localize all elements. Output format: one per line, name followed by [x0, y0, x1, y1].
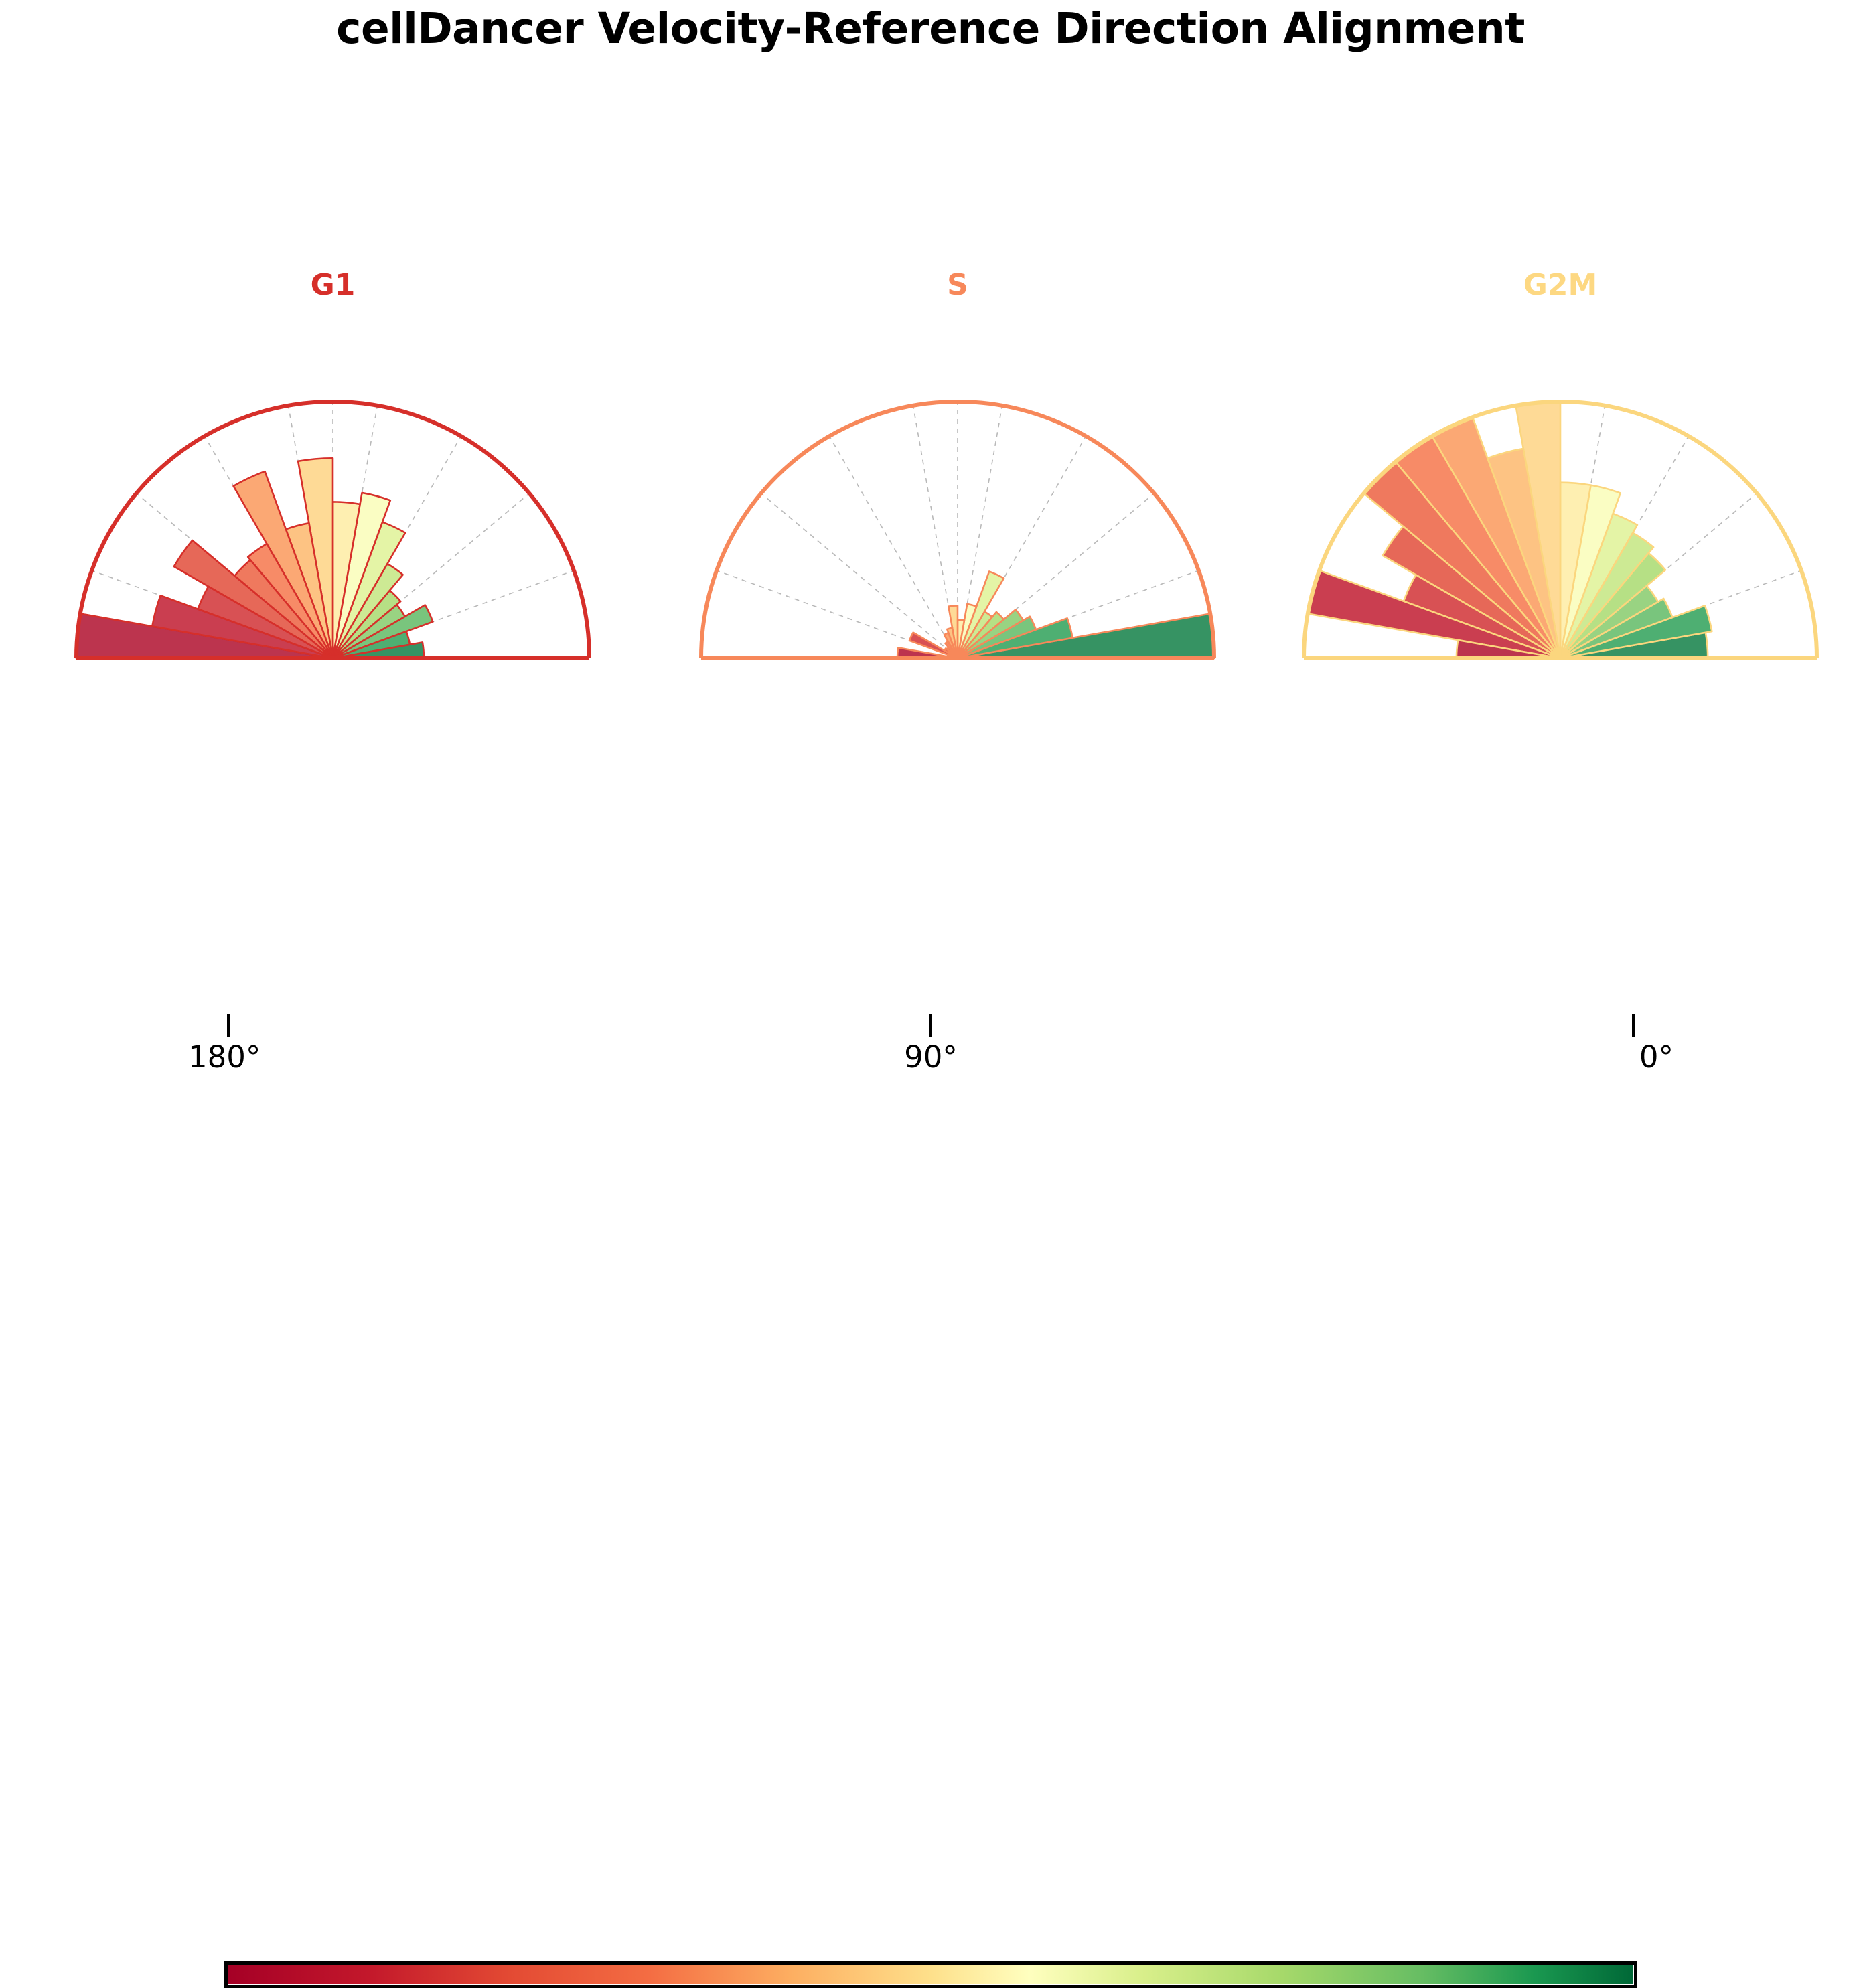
- colorbar-tick: [227, 1014, 230, 1037]
- theta-gridline: [761, 493, 958, 659]
- rose-bar: [956, 609, 1025, 660]
- rose-bar: [956, 570, 1005, 660]
- panel-title-g1: G1: [310, 268, 356, 302]
- panel-title-g2m: G2M: [1523, 268, 1598, 302]
- page-title: cellDancer Velocity-Reference Direction …: [336, 4, 1525, 53]
- polar-panel-s: S: [656, 268, 1259, 683]
- polar-panel-g2m: G2M: [1259, 268, 1861, 683]
- rose-bar: [956, 611, 1005, 660]
- rose-bar: [908, 631, 959, 660]
- rose-bar: [331, 491, 392, 660]
- colorbar-tick: [929, 1014, 932, 1037]
- colorbar-gradient: [228, 1965, 1633, 1984]
- rose-chart-g2m: [1259, 307, 1861, 682]
- rose-bar: [956, 603, 978, 660]
- panel-title-s: S: [947, 268, 968, 302]
- rose-bar: [331, 604, 434, 660]
- polar-outer-spine: [1302, 400, 1819, 659]
- polar-outer-spine: [74, 400, 591, 659]
- rose-bar: [173, 539, 334, 660]
- figure-canvas: cellDancer Velocity-Reference Direction …: [0, 4, 1861, 1988]
- rose-bar: [232, 470, 334, 660]
- rose-plot-g1: [74, 400, 591, 660]
- colorbar-tick-label: 180°: [188, 1039, 261, 1075]
- rose-bar: [246, 542, 334, 660]
- rose-chart-s: [656, 307, 1259, 682]
- rose-bar: [1559, 597, 1673, 660]
- rose-plot-g2m: [1302, 400, 1819, 660]
- rose-chart-g1: [31, 307, 634, 682]
- colorbar-tick: [1632, 1014, 1635, 1037]
- colorbar-tick-label: 0°: [1639, 1039, 1673, 1075]
- colorbar: [0, 974, 1861, 1988]
- polar-outer-spine: [699, 400, 1216, 659]
- rose-bar: [1382, 525, 1562, 660]
- colorbar-tick-label: 90°: [904, 1039, 958, 1075]
- rose-plot-s: [699, 400, 1216, 660]
- polar-panel-g1: G1: [31, 268, 634, 683]
